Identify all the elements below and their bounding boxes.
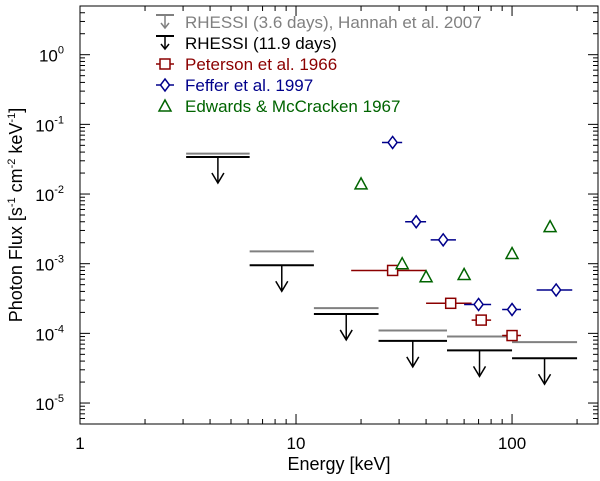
plot-frame — [79, 5, 599, 425]
triangle-marker — [353, 176, 369, 190]
legend-label: RHESSI (11.9 days) — [185, 34, 337, 53]
legend-item-3: Feffer et al. 1997 — [156, 76, 313, 95]
legend-label: Edwards & McCracken 1967 — [185, 97, 400, 116]
diamond-marker — [410, 214, 422, 230]
diamond-marker — [506, 302, 518, 317]
legend-item-2: Peterson et al. 1966 — [156, 55, 337, 74]
y-axis-label-exp3: -1 — [6, 113, 18, 123]
x-tick-label: 1 — [75, 434, 84, 453]
y-axis-label-mid2: keV — [6, 123, 26, 159]
x-tick-label: 10 — [287, 434, 306, 453]
series-1 — [186, 156, 578, 386]
series-3 — [381, 135, 573, 317]
x-tick-label: 100 — [498, 434, 526, 453]
diamond-marker — [550, 282, 562, 298]
legend-symbol-arrow-head — [160, 22, 170, 30]
upper-limit-arrow-head — [275, 280, 289, 293]
y-tick-label: 100 — [39, 45, 64, 66]
legend-symbol-triangle — [157, 98, 173, 112]
upper-limit-arrow-head — [211, 172, 225, 185]
triangle-marker — [456, 266, 472, 281]
y-axis-label-end: ] — [6, 108, 26, 113]
diamond-marker — [437, 232, 449, 248]
x-axis-label: Energy [keV] — [287, 454, 390, 474]
legend-symbol-diamond — [159, 77, 171, 93]
series-4 — [353, 176, 558, 283]
y-tick-label: 10-4 — [35, 323, 64, 344]
triangle-marker — [542, 219, 558, 233]
legend-label: Feffer et al. 1997 — [185, 76, 313, 95]
upper-limit-arrow-head — [472, 365, 487, 378]
axes: 1 10 100 10-5 10-4 10-3 10-2 10-1 100 — [35, 5, 598, 453]
upper-limit-arrow-head — [339, 329, 353, 342]
legend-item-0: RHESSI (3.6 days), Hannah et al. 2007 — [156, 13, 482, 32]
y-axis-label-exp1: -1 — [6, 197, 18, 207]
diamond-marker — [387, 135, 399, 150]
data-marks — [186, 135, 578, 386]
y-tick-label: 10-2 — [35, 184, 64, 205]
y-tick-label: 10-5 — [35, 393, 64, 414]
triangle-marker — [504, 245, 520, 260]
legend-symbol-arrow-head — [160, 43, 170, 51]
square-marker — [444, 297, 457, 310]
square-marker — [475, 314, 487, 326]
legend: RHESSI (3.6 days), Hannah et al. 2007 RHE… — [156, 13, 482, 116]
upper-limit-arrow-head — [406, 356, 420, 369]
triangle-marker — [394, 256, 410, 270]
y-axis-label-mid1: cm — [6, 168, 26, 197]
y-tick-label: 10-3 — [35, 254, 64, 275]
y-axis-label: Photon Flux [s-1 cm-2 keV-1] — [6, 108, 26, 322]
square-marker — [386, 264, 399, 277]
legend-item-4: Edwards & McCracken 1967 — [157, 97, 400, 116]
series-0 — [186, 152, 578, 344]
square-marker — [506, 329, 518, 342]
series-2 — [351, 264, 521, 342]
legend-item-1: RHESSI (11.9 days) — [156, 34, 337, 53]
upper-limit-arrow-head — [537, 373, 552, 386]
legend-label: Peterson et al. 1966 — [185, 55, 337, 74]
triangle-marker — [418, 269, 434, 283]
y-axis-label-main: Photon Flux [s — [6, 207, 26, 322]
legend-symbol-square — [159, 58, 171, 70]
diamond-marker — [473, 297, 485, 312]
legend-label: RHESSI (3.6 days), Hannah et al. 2007 — [185, 13, 482, 32]
y-axis-label-exp2: -2 — [6, 159, 18, 169]
y-tick-label: 10-1 — [35, 114, 64, 135]
